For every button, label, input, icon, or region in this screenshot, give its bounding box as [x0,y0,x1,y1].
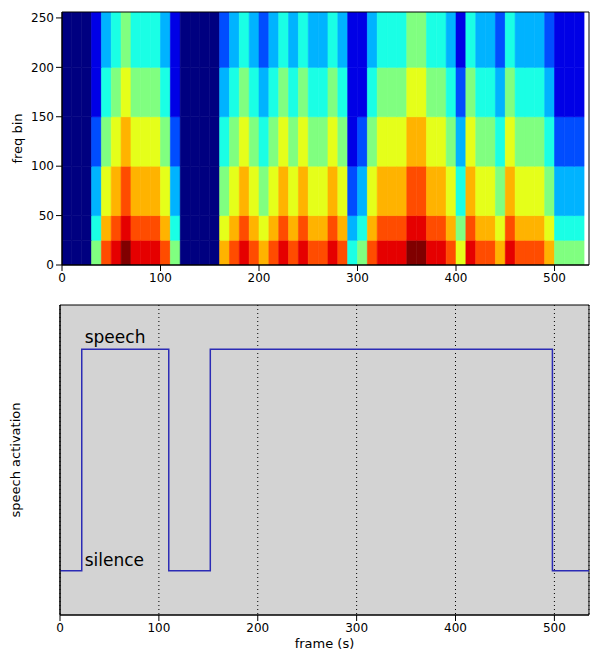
svg-text:0: 0 [56,621,64,635]
svg-text:50: 50 [39,209,54,223]
svg-text:300: 300 [345,621,368,635]
svg-text:200: 200 [248,271,271,285]
svg-text:100: 100 [31,159,54,173]
svg-text:0: 0 [46,258,54,272]
svg-text:freq bin: freq bin [10,113,25,163]
svg-text:250: 250 [31,11,54,25]
svg-text:100: 100 [147,621,170,635]
svg-text:200: 200 [31,61,54,75]
svg-text:400: 400 [445,271,468,285]
svg-text:100: 100 [149,271,172,285]
svg-text:150: 150 [31,110,54,124]
svg-text:frame (s): frame (s) [295,636,355,651]
svg-text:400: 400 [444,621,467,635]
svg-text:0: 0 [58,271,66,285]
svg-text:500: 500 [543,271,566,285]
svg-text:300: 300 [346,271,369,285]
svg-text:silence: silence [85,550,144,570]
svg-text:500: 500 [543,621,566,635]
svg-text:speech activation: speech activation [8,403,23,518]
svg-text:200: 200 [246,621,269,635]
svg-text:speech: speech [85,327,146,347]
